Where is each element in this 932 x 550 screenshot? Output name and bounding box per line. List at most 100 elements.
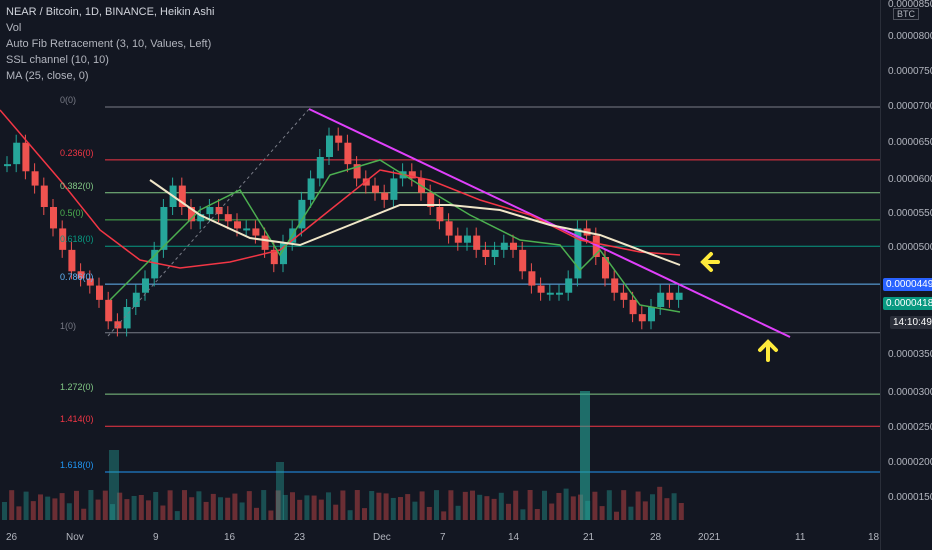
time-tick-label: 23 [294, 532, 306, 543]
volume-bar [556, 492, 562, 520]
candle-body [372, 185, 379, 193]
price-chart[interactable] [0, 0, 880, 550]
time-tick-label: 9 [153, 532, 159, 543]
volume-bar [138, 494, 144, 520]
time-tick-label: 7 [440, 532, 446, 543]
volume-bar [340, 490, 346, 520]
candle-body [68, 249, 76, 272]
candle-body [666, 292, 674, 300]
candle-body [408, 171, 416, 179]
time-tick-label: 16 [224, 532, 236, 543]
volume-bar [275, 490, 281, 520]
candle-body [151, 249, 159, 279]
volume-bar [131, 495, 137, 520]
volume-bar [563, 488, 569, 520]
candle-body [307, 178, 315, 200]
candle-body [510, 242, 517, 250]
candle-body [675, 292, 683, 300]
candle-body [160, 207, 168, 250]
candle-body [105, 299, 113, 322]
volume-bar [102, 490, 108, 520]
volume-bar [534, 509, 540, 520]
price-tick-label: 0.0000150 [888, 492, 932, 503]
candle-body [445, 221, 453, 236]
symbol-title[interactable]: NEAR / Bitcoin, 1D, BINANCE, Heikin Ashi [6, 6, 215, 18]
candle-body [86, 278, 94, 286]
candle-body [326, 135, 333, 157]
candle-body [546, 292, 554, 295]
fib-label: 0.786(0) [60, 272, 94, 283]
volume-bar [110, 504, 115, 520]
volume-bar [232, 493, 238, 520]
volume-bar [38, 494, 43, 520]
volume-bar [419, 491, 425, 520]
time-tick-label: 14 [508, 532, 520, 543]
volume-bar [254, 507, 259, 520]
volume-bar [362, 508, 367, 520]
volume-bar [30, 501, 36, 520]
candle-body [390, 178, 398, 200]
volume-bar [268, 510, 274, 520]
time-tick-label: Dec [373, 532, 391, 543]
candle-body [132, 292, 140, 307]
volume-bar [657, 486, 663, 520]
up-arrow-annotation [758, 339, 778, 362]
volume-bar [225, 497, 231, 520]
volume-bar [664, 498, 670, 520]
price-axis[interactable]: BTC [880, 0, 932, 550]
time-tick-label: 11 [795, 532, 806, 543]
volume-bar [477, 494, 483, 520]
volume-bar [542, 490, 547, 520]
fib-label: 0(0) [60, 95, 77, 105]
candle-body [482, 249, 490, 257]
legend-vol[interactable]: Vol [6, 22, 22, 34]
candle-body [280, 242, 287, 265]
volume-bar [412, 501, 418, 520]
countdown-timer: 14:10:49 [890, 316, 932, 329]
candle-body [353, 164, 361, 179]
candle-body [13, 142, 21, 165]
candle-body [537, 285, 545, 293]
candle-body [464, 235, 471, 243]
fib-label: 1(0) [60, 320, 77, 331]
volume-bar [520, 509, 526, 520]
legend-ssl[interactable]: SSL channel (10, 10) [6, 54, 109, 66]
volume-bar [376, 492, 382, 520]
volume-bar [599, 506, 605, 520]
legend-fib[interactable]: Auto Fib Retracement (3, 10, Values, Lef… [6, 38, 212, 50]
time-tick-label: 21 [583, 532, 595, 543]
legend-ma[interactable]: MA (25, close, 0) [6, 70, 89, 82]
candle-body [206, 207, 214, 215]
candle-body [298, 199, 306, 229]
volume-bar [16, 506, 22, 520]
volume-bar [167, 490, 173, 520]
volume-bar [117, 492, 123, 520]
volume-bar [606, 490, 612, 520]
candle-body [316, 157, 324, 179]
candle-body [188, 207, 195, 222]
volume-bar [174, 511, 180, 520]
candle-body [270, 249, 278, 265]
time-tick-label: Nov [66, 532, 84, 543]
volume-bar [66, 503, 72, 520]
volume-bar [239, 502, 245, 520]
candle-body [620, 292, 628, 300]
candle-body [473, 235, 481, 250]
currency-label[interactable]: BTC [893, 8, 919, 20]
fib-label: 0.382(0) [60, 180, 94, 191]
fib-label: 0.5(0) [60, 207, 84, 218]
volume-bar [434, 490, 439, 520]
volume-bar [59, 493, 65, 520]
price-tick-label: 0.0000850 [888, 0, 932, 10]
candle-body [528, 271, 536, 286]
candle-body [197, 214, 205, 222]
price-tick-label: 0.0000250 [888, 422, 932, 433]
candle-body [142, 278, 149, 293]
volume-bar [52, 498, 58, 520]
volume-bar [297, 499, 303, 520]
candle-body [4, 164, 11, 167]
volume-bar [95, 499, 101, 520]
volume-bar [527, 490, 533, 520]
upper-price-badge: 0.0000449 [883, 278, 932, 291]
candle-body [243, 228, 251, 231]
